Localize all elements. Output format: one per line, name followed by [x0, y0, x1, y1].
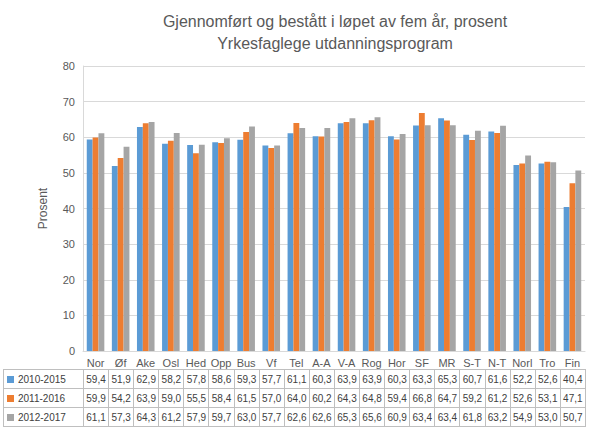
svg-text:MR: MR — [438, 357, 455, 369]
html-text:54,2: 54,2 — [111, 392, 131, 404]
svg-text:60: 60 — [63, 131, 75, 143]
html-text:63,4 61,8 63,2 54,9: 63,4 61,8 63,2 54,9 — [437, 411, 533, 423]
html-text:63,9: 63,9 — [337, 373, 357, 385]
svg-text:50: 50 — [63, 167, 75, 179]
svg-text:Øf: Øf — [115, 357, 128, 369]
svg-text:S-T: S-T — [463, 357, 481, 369]
html-text:52,6: 52,6 — [538, 373, 558, 385]
html-text:62,9: 62,9 — [136, 373, 156, 385]
svg-text:Yrkesfaglege utdanningsprogram: Yrkesfaglege utdanningsprogram — [217, 35, 453, 52]
svg-text:40: 40 — [63, 203, 75, 215]
svg-text:80: 80 — [63, 60, 75, 72]
html-text:64,7 59,2 61,2 52,6: 64,7 59,2 61,2 52,6 — [437, 392, 533, 404]
html-text:61,1: 61,1 — [287, 373, 307, 385]
html-text:59,4: 59,4 — [86, 373, 106, 385]
html-text:2010-2015: 2010-2015 — [18, 373, 66, 385]
html-text:57,3: 57,3 — [111, 411, 131, 423]
html-text:61,2 57,9 59,7 63,0: 61,2 57,9 59,7 63,0 — [161, 411, 257, 423]
html-text:64,8: 64,8 — [362, 392, 382, 404]
html-text:58,2 57,8 58,6 59,3: 58,2 57,8 58,6 59,3 — [161, 373, 257, 385]
html-text:64,0: 64,0 — [287, 392, 307, 404]
html-text:63,3: 63,3 — [412, 373, 432, 385]
html-text:51,9: 51,9 — [111, 373, 131, 385]
html-text:57,0: 57,0 — [262, 392, 282, 404]
html-text:63,4: 63,4 — [412, 411, 432, 423]
html-text:57,7: 57,7 — [262, 411, 282, 423]
svg-text:Gjennomført og bestått i løpet: Gjennomført og bestått i løpet av fem år… — [163, 13, 508, 30]
svg-text:Nor: Nor — [87, 357, 105, 369]
svg-text:0: 0 — [69, 345, 75, 357]
html-text:63,9: 63,9 — [136, 392, 156, 404]
html-text:2011-2016: 2011-2016 — [18, 392, 66, 404]
html-text:60,3: 60,3 — [387, 373, 407, 385]
svg-text:70: 70 — [63, 96, 75, 108]
svg-text:Fin: Fin — [565, 357, 580, 369]
svg-text:Prosent: Prosent — [36, 187, 50, 229]
svg-text:Osl: Osl — [163, 357, 180, 369]
html-text:60,9: 60,9 — [387, 411, 407, 423]
html-text:65,6: 65,6 — [362, 411, 382, 423]
html-text:65,3 60,7 61,6 52,2: 65,3 60,7 61,6 52,2 — [437, 373, 533, 385]
html-text:61,1: 61,1 — [86, 411, 106, 423]
svg-text:Hed: Hed — [186, 357, 206, 369]
svg-text:V-A: V-A — [338, 357, 356, 369]
html-text:66,8: 66,8 — [412, 392, 432, 404]
html-text:53,1: 53,1 — [538, 392, 558, 404]
svg-text:Tel: Tel — [289, 357, 303, 369]
html-text:50,7: 50,7 — [563, 411, 583, 423]
html-text:59,4: 59,4 — [387, 392, 407, 404]
html-text:65,3: 65,3 — [337, 411, 357, 423]
html-text:2012-2017: 2012-2017 — [18, 411, 66, 423]
svg-text:20: 20 — [63, 274, 75, 286]
svg-text:A-A: A-A — [312, 357, 331, 369]
html-text:47,1: 47,1 — [563, 392, 583, 404]
svg-text:Vf: Vf — [266, 357, 277, 369]
html-text:40,4: 40,4 — [563, 373, 583, 385]
html-text:59,9: 59,9 — [86, 392, 106, 404]
svg-text:Bus: Bus — [237, 357, 256, 369]
svg-text:Rog: Rog — [362, 357, 382, 369]
html-text:60,3: 60,3 — [312, 373, 332, 385]
svg-text:30: 30 — [63, 238, 75, 250]
svg-text:N-T: N-T — [488, 357, 507, 369]
svg-text:Hor: Hor — [388, 357, 406, 369]
html-text:64,3: 64,3 — [337, 392, 357, 404]
svg-text:Norl: Norl — [512, 357, 532, 369]
html-text:53,0: 53,0 — [538, 411, 558, 423]
svg-text:Tro: Tro — [539, 357, 555, 369]
html-text:62,6: 62,6 — [287, 411, 307, 423]
html-text:57,7: 57,7 — [262, 373, 282, 385]
svg-text:Opp: Opp — [211, 357, 232, 369]
svg-text:SF: SF — [415, 357, 429, 369]
svg-text:10: 10 — [63, 309, 75, 321]
html-text:62,6: 62,6 — [312, 411, 332, 423]
html-text:60,2: 60,2 — [312, 392, 332, 404]
html-text:63,9: 63,9 — [362, 373, 382, 385]
html-text:59,0 55,5 58,4 61,5: 59,0 55,5 58,4 61,5 — [161, 392, 257, 404]
html-text:64,3: 64,3 — [136, 411, 156, 423]
svg-text:Ake: Ake — [136, 357, 155, 369]
